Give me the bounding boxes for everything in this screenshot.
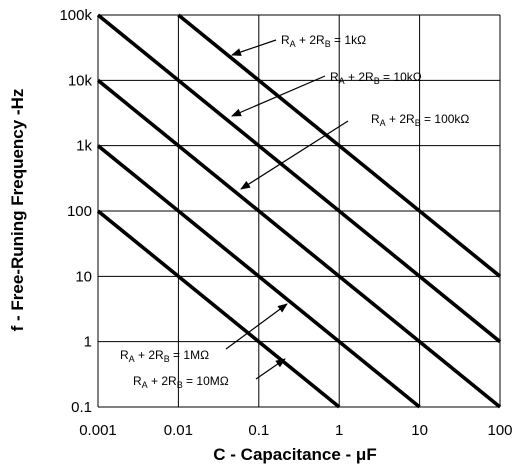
series-group [96,13,502,409]
x-tick-label: 0.1 [248,422,269,439]
y-tick-label: 1 [84,334,92,351]
y-tick-label: 100 [67,203,92,220]
y-tick-label: 1k [76,138,92,155]
x-tick-label: 1 [335,422,343,439]
series-line [96,78,502,409]
series-annotation-label: RA + 2RB = 1kΩ [281,33,366,49]
series-annotation-label: RA + 2RB = 10MΩ [133,374,229,390]
series-line [96,209,341,409]
y-tick-label: 100k [59,7,92,24]
series-line [96,13,502,344]
y-tick-label: 0.1 [71,399,92,416]
x-tick-label: 100 [487,422,512,439]
x-tick-label: 0.001 [79,422,117,439]
annotation-arrow [231,39,277,56]
series-line [177,13,502,278]
y-axis-title: f - Free-Runing Frequency -Hz [8,89,27,332]
annotations: RA + 2RB = 1kΩ RA + 2RB = 10kΩ RA + 2RB = … [120,33,469,390]
series-line [96,144,421,409]
series-annotation-label: RA + 2RB = 1MΩ [120,348,209,364]
series-annotation-label: RA + 2RB = 100kΩ [371,112,469,128]
annotation-arrow [240,120,349,190]
x-axis-title: C - Capacitance - μF [213,445,376,464]
annotation-arrow [225,303,288,350]
y-tick-label: 10 [75,268,92,285]
tick-labels: 0.001 0.01 0.1 1 10 100 100k 10k 1k 100 10 1 0.1 [59,7,512,439]
annotation-arrow [255,358,286,380]
x-tick-label: 10 [411,422,428,439]
annotation-arrow [231,75,326,117]
y-tick-label: 10k [68,72,93,89]
x-tick-label: 0.01 [164,422,193,439]
series-annotation-label: RA + 2RB = 10kΩ [330,70,422,86]
